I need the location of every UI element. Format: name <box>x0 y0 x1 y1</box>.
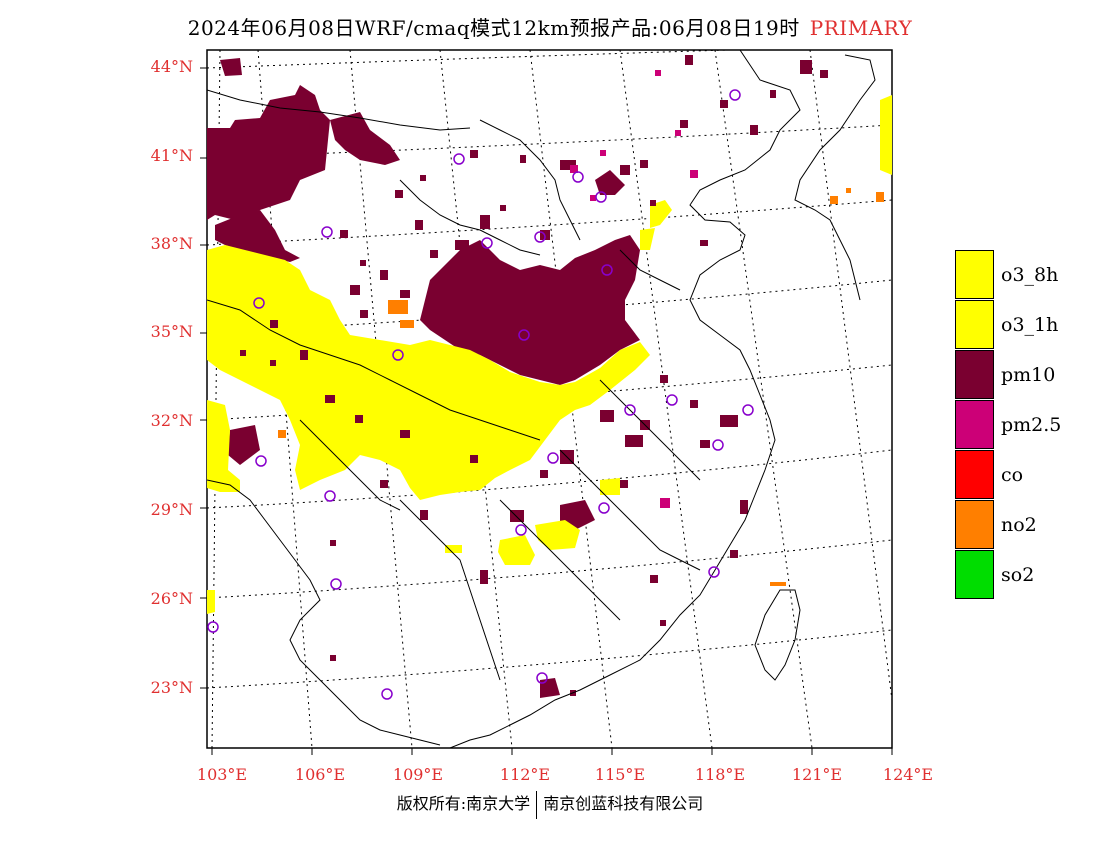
legend-label: co <box>1001 464 1024 486</box>
title-primary: PRIMARY <box>809 16 913 40</box>
lon-label-109: 109°E <box>392 765 444 784</box>
legend-label: o3_1h <box>1001 314 1059 336</box>
title-text: 2024年06月08日WRF/cmaq模式12km预报产品:06月08日19时 <box>187 16 800 40</box>
legend-item-pm25: pm2.5 <box>955 400 1100 450</box>
copyright-right: 南京创蓝科技有限公司 <box>543 794 704 813</box>
lat-label-23: 23°N <box>150 678 193 697</box>
legend-label: no2 <box>1001 514 1037 536</box>
pm10-regions <box>207 58 640 698</box>
lon-label-112: 112°E <box>499 765 551 784</box>
lon-label-124: 124°E <box>882 765 934 784</box>
lon-label-106: 106°E <box>294 765 346 784</box>
footer-separator <box>536 790 538 819</box>
legend-label: o3_8h <box>1001 264 1059 286</box>
lon-label-121: 121°E <box>791 765 843 784</box>
legend-item-o3-8h: o3_8h <box>955 250 1100 300</box>
pm25-speckles <box>570 70 698 508</box>
tick-marks <box>200 67 893 755</box>
o3-regions <box>207 95 892 614</box>
no2-speckles <box>278 188 884 586</box>
legend-swatch <box>955 350 994 399</box>
station-markers <box>207 89 754 700</box>
lat-label-38: 38°N <box>150 234 193 253</box>
lat-label-32: 32°N <box>150 411 193 430</box>
legend-item-so2: so2 <box>955 550 1100 600</box>
legend-item-pm10: pm10 <box>955 350 1100 400</box>
legend-swatch <box>955 550 994 599</box>
legend-swatch <box>955 300 994 349</box>
legend-label: so2 <box>1001 564 1035 586</box>
legend-swatch <box>955 400 994 449</box>
lat-label-26: 26°N <box>150 589 193 608</box>
legend-item-co: co <box>955 450 1100 500</box>
map-title: 2024年06月08日WRF/cmaq模式12km预报产品:06月08日19时 P… <box>0 12 1100 41</box>
legend-item-no2: no2 <box>955 500 1100 550</box>
boundaries <box>207 50 876 748</box>
legend-swatch <box>955 450 994 499</box>
legend-swatch <box>955 500 994 549</box>
copyright-footer: 版权所有:南京大学 南京创蓝科技有限公司 <box>0 790 1100 819</box>
pm10-speckles <box>240 55 828 696</box>
lon-label-118: 118°E <box>694 765 746 784</box>
copyright-left: 版权所有:南京大学 <box>396 794 531 813</box>
lon-label-103: 103°E <box>196 765 248 784</box>
lat-label-35: 35°N <box>150 322 193 341</box>
lat-label-44: 44°N <box>150 57 193 76</box>
lat-label-41: 41°N <box>150 146 193 165</box>
lat-label-29: 29°N <box>150 500 193 519</box>
lon-label-115: 115°E <box>594 765 646 784</box>
legend-swatch <box>955 250 994 299</box>
legend-label: pm2.5 <box>1001 414 1062 436</box>
legend-label: pm10 <box>1001 364 1056 386</box>
legend-item-o3-1h: o3_1h <box>955 300 1100 350</box>
